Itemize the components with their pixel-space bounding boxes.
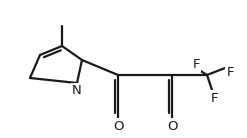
Text: F: F <box>192 58 200 71</box>
Text: F: F <box>226 66 234 79</box>
Text: N: N <box>72 84 82 98</box>
Text: O: O <box>113 120 123 132</box>
Text: F: F <box>211 91 219 104</box>
Text: O: O <box>167 120 177 132</box>
